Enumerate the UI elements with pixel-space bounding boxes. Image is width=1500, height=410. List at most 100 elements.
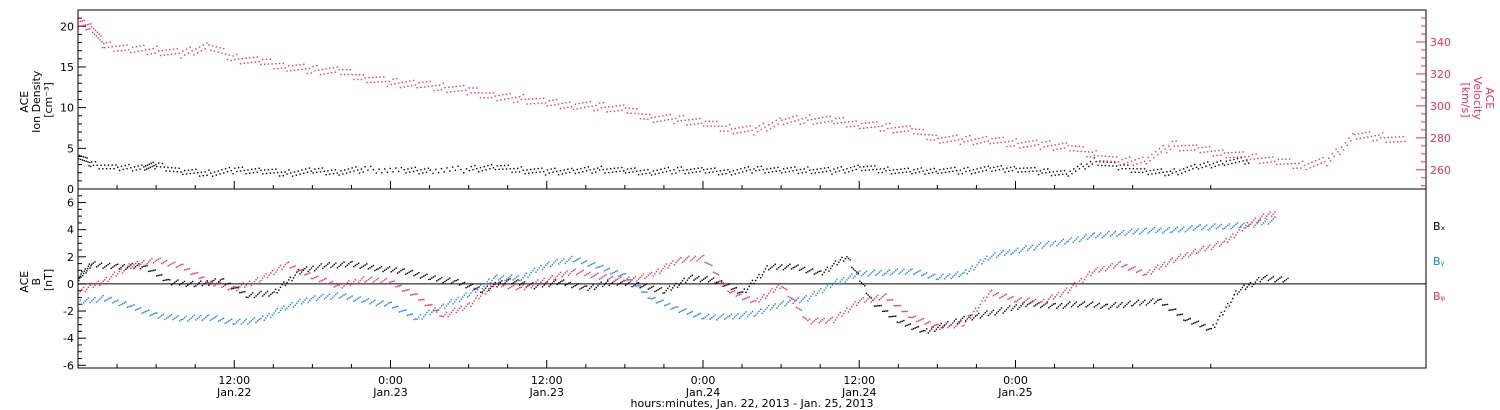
top-data-point — [857, 125, 859, 127]
top-data-point — [83, 19, 85, 22]
top-data-point — [543, 170, 545, 173]
bottom-data-point — [999, 309, 1001, 311]
bottom-data-point — [387, 303, 389, 305]
top-data-point — [710, 167, 712, 170]
bottom-data-point — [248, 295, 251, 297]
top-data-point — [745, 125, 748, 128]
bottom-data-point — [903, 319, 905, 322]
bottom-data-point — [257, 276, 259, 279]
bottom-data-point — [1114, 265, 1117, 267]
bottom-data-point — [133, 267, 135, 269]
top-data-point — [771, 171, 774, 173]
bottom-data-point — [413, 318, 415, 321]
top-data-point — [689, 168, 692, 170]
top-data-point — [275, 63, 277, 65]
bottom-data-point — [1065, 241, 1068, 243]
bottom-data-point — [502, 275, 505, 277]
bottom-data-point — [992, 254, 995, 256]
bottom-data-point — [831, 284, 833, 286]
top-data-point — [1337, 151, 1339, 153]
bottom-data-point — [257, 293, 259, 296]
bottom-data-point — [227, 320, 230, 322]
top-data-point — [870, 165, 872, 167]
bottom-data-point — [1240, 226, 1242, 228]
bottom-data-point — [1088, 236, 1091, 239]
top-data-point — [148, 48, 151, 51]
top-data-point — [1004, 141, 1006, 143]
top-data-point — [232, 55, 234, 57]
bottom-data-point — [743, 312, 746, 315]
bottom-data-point — [593, 288, 596, 290]
bottom-data-point — [165, 260, 168, 262]
top-data-point — [1030, 167, 1032, 169]
top-data-point — [1071, 145, 1073, 147]
top-data-point — [498, 94, 500, 97]
bottom-data-point — [1049, 305, 1052, 308]
top-data-point — [570, 167, 573, 170]
top-data-point — [133, 51, 136, 53]
bottom-data-point — [367, 268, 370, 270]
bottom-data-point — [587, 265, 589, 267]
bottom-data-point — [759, 308, 762, 310]
top-data-point — [626, 112, 629, 114]
top-data-point — [494, 95, 497, 97]
bottom-data-point — [403, 268, 405, 270]
bottom-data-point — [397, 305, 399, 308]
bottom-data-point — [1225, 306, 1227, 309]
bottom-data-point — [344, 293, 347, 295]
bottom-data-point — [261, 295, 264, 297]
bottom-data-point — [1025, 299, 1027, 302]
top-data-point — [286, 70, 288, 72]
bottom-data-point — [916, 271, 918, 274]
bottom-data-point — [208, 281, 210, 284]
top-data-point — [931, 134, 934, 136]
bottom-data-point — [896, 321, 899, 323]
bottom-data-point — [696, 277, 698, 279]
top-data-point — [898, 172, 900, 174]
bottom-data-point — [253, 280, 256, 283]
top-data-point — [738, 127, 740, 129]
top-data-point — [838, 170, 841, 172]
bottom-data-point — [1157, 264, 1159, 266]
bottom-data-point — [1038, 243, 1040, 246]
bottom-data-point — [937, 323, 939, 326]
bottom-data-point — [478, 286, 480, 289]
top-data-point — [243, 169, 245, 172]
bottom-data-point — [911, 328, 913, 331]
bottom-data-point — [1207, 328, 1209, 331]
bottom-data-point — [346, 281, 348, 284]
bottom-data-point — [698, 275, 700, 278]
top-data-point — [128, 163, 130, 166]
top-data-point — [1329, 160, 1332, 162]
bottom-data-point — [660, 287, 663, 289]
bottom-data-point — [999, 297, 1001, 299]
bottom-data-point — [447, 315, 449, 318]
bottom-data-point — [740, 291, 742, 293]
bottom-data-point — [517, 287, 519, 290]
top-data-point — [228, 166, 231, 169]
bottom-data-point — [1103, 265, 1105, 268]
top-data-point — [223, 172, 225, 174]
bottom-data-point — [1170, 259, 1172, 261]
bottom-data-point — [120, 266, 122, 269]
bottom-data-point — [1069, 289, 1071, 291]
top-data-point — [1266, 161, 1268, 164]
bottom-data-point — [130, 305, 132, 308]
top-data-point — [154, 168, 156, 170]
bottom-data-point — [1199, 224, 1201, 226]
top-data-point — [515, 96, 517, 99]
bottom-data-point — [779, 303, 781, 305]
top-data-point — [742, 171, 744, 173]
bottom-data-point — [1005, 293, 1008, 295]
bottom-data-point — [826, 266, 829, 269]
bottom-data-point — [979, 303, 982, 306]
top-data-point — [379, 76, 381, 78]
bottom-data-point — [623, 280, 625, 282]
top-data-point — [503, 98, 506, 101]
bottom-data-point — [304, 274, 306, 276]
top-data-point — [1182, 168, 1185, 170]
bottom-data-point — [1145, 304, 1148, 306]
top-data-point — [247, 62, 249, 64]
top-data-point — [443, 171, 445, 173]
top-data-point — [1167, 174, 1170, 176]
